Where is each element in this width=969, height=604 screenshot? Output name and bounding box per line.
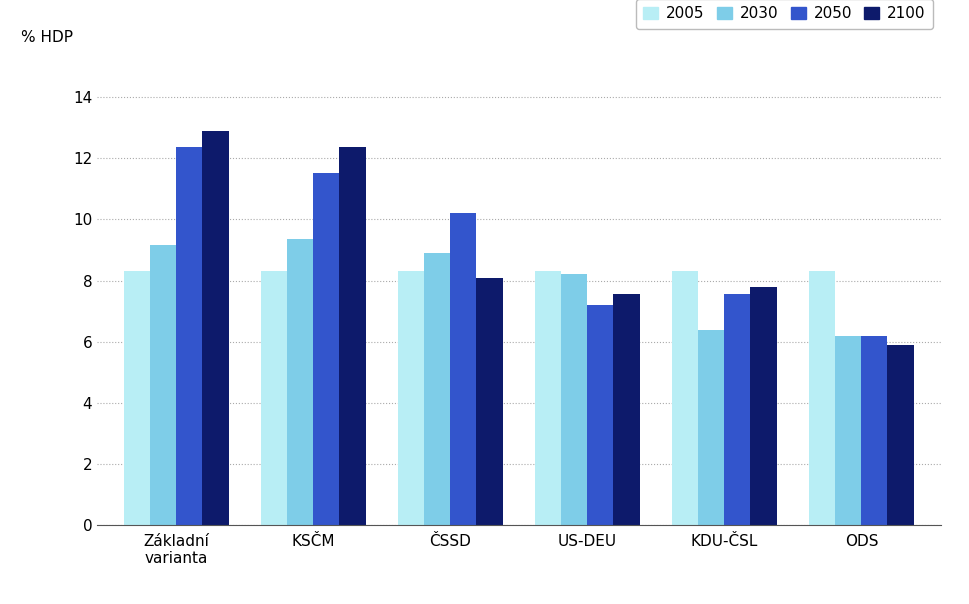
Bar	[834, 336, 860, 525]
Bar	[424, 253, 450, 525]
Bar	[150, 245, 176, 525]
Text: % HDP: % HDP	[21, 30, 73, 45]
Bar	[261, 271, 287, 525]
Bar	[450, 213, 476, 525]
Bar	[398, 271, 424, 525]
Bar	[724, 294, 750, 525]
Bar	[287, 239, 313, 525]
Bar	[476, 278, 502, 525]
Bar	[750, 287, 776, 525]
Bar	[339, 147, 365, 525]
Bar	[313, 173, 339, 525]
Bar	[203, 130, 229, 525]
Bar	[124, 271, 150, 525]
Bar	[887, 345, 913, 525]
Bar	[808, 271, 834, 525]
Bar	[672, 271, 698, 525]
Bar	[612, 294, 639, 525]
Bar	[535, 271, 561, 525]
Bar	[587, 305, 612, 525]
Legend: 2005, 2030, 2050, 2100: 2005, 2030, 2050, 2100	[635, 0, 932, 29]
Bar	[698, 330, 724, 525]
Bar	[860, 336, 887, 525]
Bar	[176, 147, 203, 525]
Bar	[561, 274, 587, 525]
